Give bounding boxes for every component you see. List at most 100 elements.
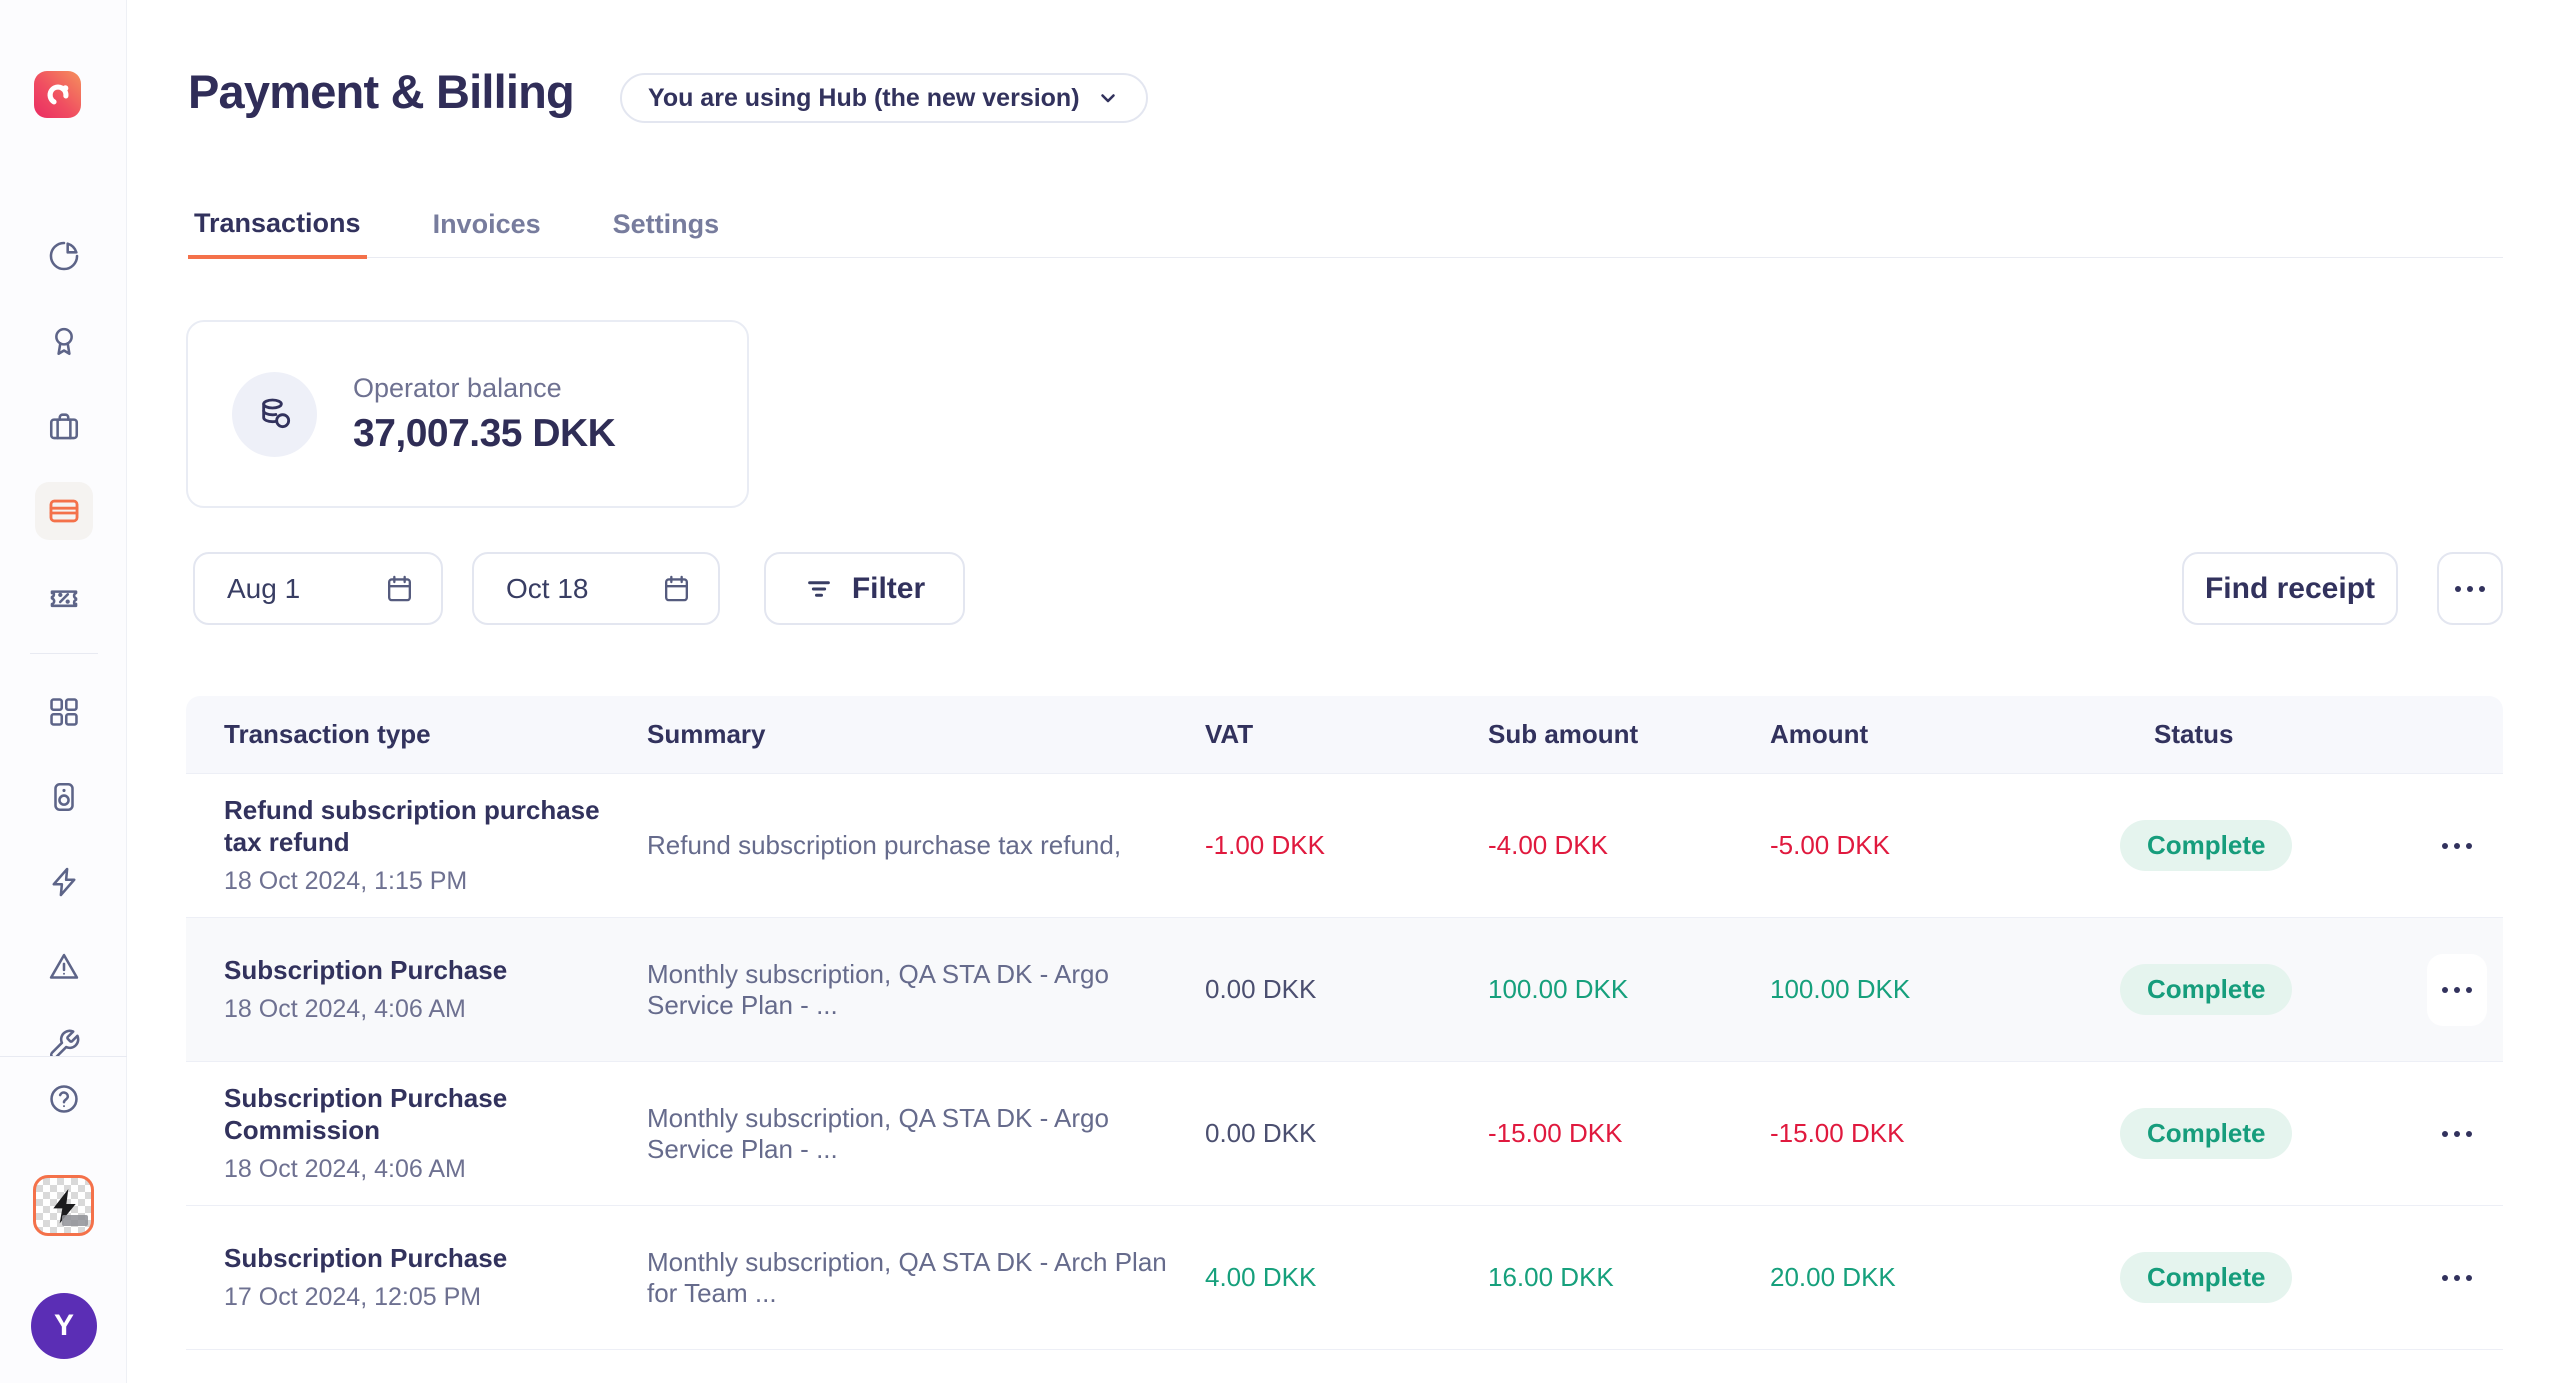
- sub-amount-value: -4.00 DKK: [1488, 830, 1608, 860]
- vat-value: -1.00 DKK: [1205, 830, 1325, 860]
- pie-chart-icon: [49, 241, 79, 271]
- date-from-picker[interactable]: Aug 1: [193, 552, 443, 625]
- app-lightning-icon: [52, 1188, 76, 1223]
- transactions-table: Transaction type Summary VAT Sub amount …: [186, 696, 2503, 1350]
- vat-value: 0.00 DKK: [1205, 1118, 1317, 1148]
- vat-value: 0.00 DKK: [1205, 974, 1317, 1004]
- find-receipt-button[interactable]: Find receipt: [2182, 552, 2398, 625]
- status-badge: Complete: [2120, 1108, 2293, 1159]
- filter-button[interactable]: Filter: [764, 552, 965, 625]
- transaction-summary: Monthly subscription, QA STA DK - Argo S…: [647, 1102, 1109, 1164]
- date-to-picker[interactable]: Oct 18: [472, 552, 720, 625]
- sidebar-item-rewards[interactable]: [35, 312, 93, 370]
- version-switcher[interactable]: You are using Hub (the new version): [620, 73, 1148, 123]
- calendar-icon: [665, 575, 688, 602]
- amount-value: 20.00 DKK: [1770, 1262, 1896, 1292]
- table-row[interactable]: Refund subscription purchase tax refund …: [186, 774, 2503, 918]
- status-cell: Complete: [2120, 1108, 2410, 1159]
- sidebar-item-apps[interactable]: [35, 683, 93, 741]
- row-actions-button[interactable]: [2427, 1098, 2487, 1170]
- status-badge: Complete: [2120, 964, 2293, 1015]
- col-sub-amount: Sub amount: [1488, 719, 1639, 749]
- col-vat: VAT: [1205, 719, 1254, 749]
- transaction-date: 18 Oct 2024, 4:06 AM: [224, 995, 466, 1024]
- logo-swirl-icon: [47, 84, 68, 105]
- tab-transactions[interactable]: Transactions: [188, 192, 367, 259]
- status-badge: Complete: [2120, 1252, 2293, 1303]
- sidebar-item-help[interactable]: [35, 1070, 93, 1128]
- app-shortcut-tag: [62, 1215, 88, 1226]
- table-row[interactable]: Subscription Purchase Commission 18 Oct …: [186, 1062, 2503, 1206]
- transaction-date: 17 Oct 2024, 12:05 PM: [224, 1283, 482, 1312]
- app-logo[interactable]: [34, 71, 81, 118]
- briefcase-icon: [49, 413, 79, 440]
- status-cell: Complete: [2120, 964, 2410, 1015]
- dot: [2479, 585, 2485, 592]
- grid-icon: [50, 698, 78, 726]
- table-row[interactable]: Subscription Purchase 17 Oct 2024, 12:05…: [186, 1206, 2503, 1350]
- actions-cell: [2410, 1242, 2503, 1314]
- award-icon: [55, 327, 73, 356]
- dot: [2455, 585, 2461, 592]
- dot: [2465, 986, 2472, 993]
- actions-cell: [2410, 1098, 2503, 1170]
- table-header-row: Transaction type Summary VAT Sub amount …: [186, 696, 2503, 774]
- more-actions-button[interactable]: [2437, 552, 2503, 625]
- dot: [2441, 842, 2448, 849]
- tab-settings[interactable]: Settings: [612, 209, 720, 239]
- row-actions-button[interactable]: [2426, 953, 2487, 1026]
- table-row[interactable]: Subscription Purchase 18 Oct 2024, 4:06 …: [186, 918, 2503, 1062]
- dot: [2453, 986, 2460, 993]
- date-to-value: Oct 18: [506, 572, 589, 604]
- calendar-icon: [388, 575, 411, 602]
- dot: [2453, 1274, 2460, 1281]
- user-avatar[interactable]: Y: [31, 1293, 97, 1359]
- coins-icon: [261, 398, 290, 429]
- sidebar-item-devices[interactable]: [35, 768, 93, 826]
- transaction-type-cell: Subscription Purchase 18 Oct 2024, 4:06 …: [224, 955, 647, 1024]
- sidebar-item-business[interactable]: [35, 397, 93, 455]
- amount-value: -5.00 DKK: [1770, 830, 1890, 860]
- credit-card-icon: [49, 499, 79, 523]
- chevron-down-icon: [1100, 94, 1115, 103]
- dot: [2465, 1130, 2472, 1137]
- col-amount: Amount: [1770, 719, 1869, 749]
- charging-station-icon: [54, 782, 74, 812]
- dot: [2453, 842, 2460, 849]
- transaction-type: Subscription Purchase: [224, 954, 508, 985]
- sidebar-item-payment-billing[interactable]: [35, 482, 93, 540]
- sidebar-item-tools[interactable]: [35, 1028, 93, 1056]
- transaction-date: 18 Oct 2024, 1:15 PM: [224, 866, 468, 895]
- sidebar-item-alerts[interactable]: [35, 938, 93, 996]
- page-title: Payment & Billing: [188, 65, 575, 118]
- status-cell: Complete: [2120, 820, 2410, 871]
- sidebar-item-analytics[interactable]: [35, 227, 93, 285]
- sidebar: Y: [0, 0, 127, 1383]
- sub-amount-value: -15.00 DKK: [1488, 1118, 1623, 1148]
- dot: [2441, 1130, 2448, 1137]
- transaction-type: Subscription Purchase: [224, 1242, 508, 1273]
- sidebar-item-coupons[interactable]: [35, 569, 93, 627]
- filter-button-label: Filter: [851, 571, 926, 605]
- tab-bar: Transactions Invoices Settings: [188, 192, 2503, 259]
- balance-label: Operator balance: [353, 372, 562, 403]
- help-circle-icon: [50, 1085, 78, 1113]
- sidebar-item-energy[interactable]: [35, 853, 93, 911]
- dot: [2453, 1130, 2460, 1137]
- ticket-percent-icon: [50, 590, 78, 608]
- row-actions-button[interactable]: [2427, 1242, 2487, 1314]
- lightning-icon: [52, 867, 76, 897]
- sidebar-divider: [0, 1056, 127, 1057]
- table-body: Refund subscription purchase tax refund …: [186, 774, 2503, 1350]
- operator-balance-card: Operator balance 37,007.35 DKK: [186, 320, 749, 508]
- transaction-type: Refund subscription purchase tax refund: [224, 795, 600, 857]
- sub-amount-value: 100.00 DKK: [1488, 974, 1629, 1004]
- dot: [2467, 585, 2473, 592]
- row-actions-button[interactable]: [2427, 810, 2487, 882]
- date-from-value: Aug 1: [227, 572, 301, 604]
- sidebar-app-shortcut[interactable]: [33, 1175, 94, 1236]
- transaction-type: Subscription Purchase Commission: [224, 1083, 508, 1145]
- transaction-summary: Monthly subscription, QA STA DK - Arch P…: [647, 1246, 1167, 1308]
- tab-invoices[interactable]: Invoices: [432, 209, 541, 239]
- coins-icon-wrap: [232, 371, 317, 457]
